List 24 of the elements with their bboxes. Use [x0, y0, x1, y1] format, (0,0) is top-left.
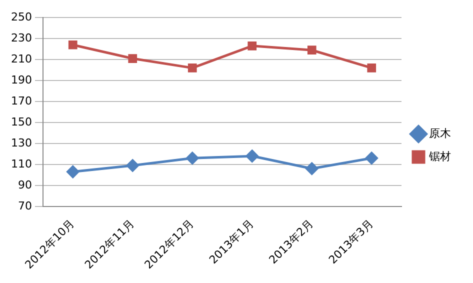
y-tick-label: 250 [10, 10, 32, 24]
point [188, 64, 197, 72]
y-tick-label: 230 [10, 31, 32, 44]
point [66, 166, 80, 178]
y-tick-label: 90 [18, 178, 32, 192]
point [186, 152, 199, 164]
point [248, 41, 257, 50]
point [246, 150, 258, 162]
y-tick-label: 150 [10, 115, 32, 128]
point [307, 46, 316, 55]
y-tick-label: 110 [10, 157, 32, 170]
point [306, 162, 318, 175]
point [126, 159, 139, 172]
point [365, 152, 378, 164]
y-tick-label: 130 [10, 136, 32, 150]
legend-label: 原木 [429, 126, 451, 140]
y-tick-label: 70 [18, 199, 32, 212]
point [367, 64, 376, 72]
point [128, 54, 138, 63]
y-tick-label: 210 [10, 52, 32, 66]
y-tick-label: 190 [10, 73, 32, 86]
y-tick-label: 170 [10, 94, 32, 108]
point [68, 40, 78, 50]
legend-label: 锯材 [428, 150, 451, 163]
